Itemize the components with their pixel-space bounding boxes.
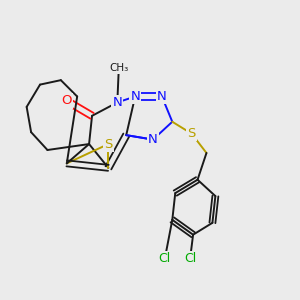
Text: N: N [148,133,158,146]
Text: N: N [130,90,140,103]
Text: S: S [104,138,112,151]
Text: CH₃: CH₃ [109,63,128,73]
Text: N: N [157,90,167,103]
Text: Cl: Cl [184,252,196,265]
Text: Cl: Cl [159,252,171,265]
Text: O: O [61,94,72,107]
Text: N: N [112,96,122,109]
Text: S: S [188,127,196,140]
